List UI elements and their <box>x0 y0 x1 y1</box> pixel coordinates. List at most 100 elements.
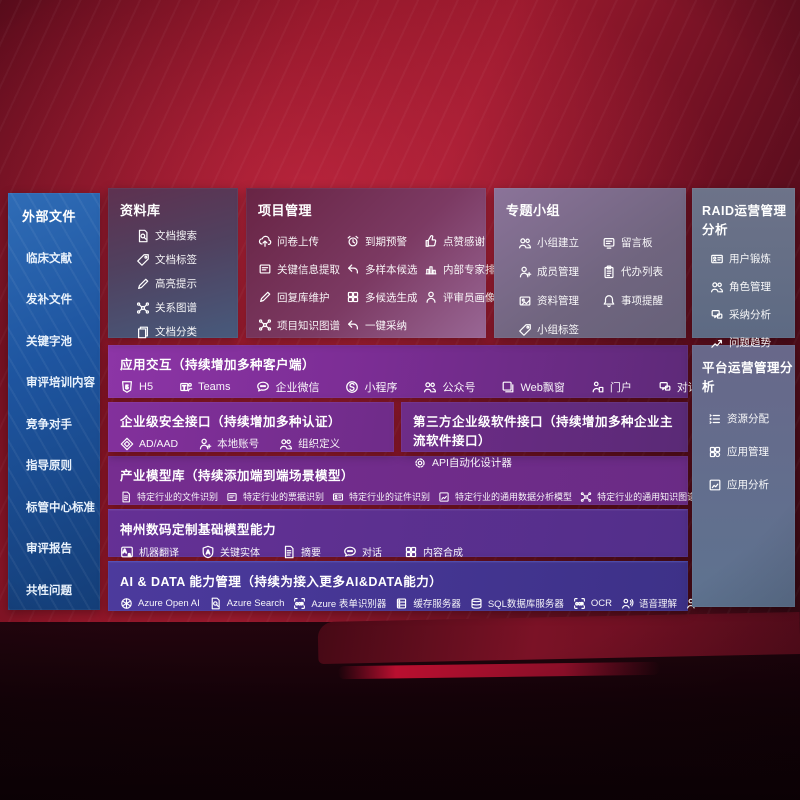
item-label: 语音理解 <box>638 599 677 610</box>
project-items: 问卷上传 到期预警 点赞感谢 关键信息提取 多样本候选 内部专家排名 回复库维护 多候选生成评… <box>258 227 506 339</box>
grid-icon <box>404 545 418 559</box>
gear-icon <box>413 456 427 470</box>
chat-dot-icon <box>256 380 270 394</box>
auth-item: AD/AAD <box>120 437 178 451</box>
chat-dot-icon <box>343 545 357 559</box>
raid-analysis-panel: RAID运营管理分析 用户锻炼 角色管理 采纳分析 问题趋势 <box>692 188 795 349</box>
library-item: 文档分类 <box>136 324 238 339</box>
item-label: 小组标签 <box>537 324 579 336</box>
raid-item: 角色管理 <box>710 279 795 294</box>
library-item: 高亮提示 <box>136 276 238 291</box>
item-label: 审评报告 <box>26 543 72 556</box>
capability-item: 摘要 <box>282 544 321 559</box>
item-label: 标管中心标准 <box>26 501 95 514</box>
model-item: 特定行业的文件识别 <box>120 490 218 503</box>
cloud-up-icon <box>258 234 272 248</box>
thirdparty-title: 第三方企业级软件接口（持续增加多种企业主流软件接口） <box>413 415 674 448</box>
item-label: 问题趋势 <box>729 337 771 349</box>
raid-items: 用户锻炼角色管理采纳分析问题趋势 <box>710 251 795 350</box>
api-item: API自动化设计器 <box>413 455 512 470</box>
item-label: 应用管理 <box>727 446 769 458</box>
item-label: 角色管理 <box>729 281 771 293</box>
model-item: 特定行业的通用数据分析模型 <box>438 490 572 503</box>
item-label: 指导原则 <box>26 460 72 473</box>
project-item: 多样本候选 <box>346 262 424 277</box>
service-item: 语音理解 <box>621 596 677 610</box>
doc-icon <box>120 491 132 503</box>
item-label: 共性问题 <box>26 584 72 597</box>
raid-item: 问题趋势 <box>710 335 795 350</box>
client-item: 企业微信 <box>256 379 319 395</box>
platform-title: 平台运营管理分析 <box>702 361 794 394</box>
client-item: H5 <box>120 380 153 394</box>
model-item: 特定行业的票据识别 <box>226 490 324 503</box>
external-file-item: 发补文件 <box>26 279 100 321</box>
item-label: 文档搜索 <box>155 230 197 242</box>
raid-item: 采纳分析 <box>710 307 795 322</box>
item-label: 文档分类 <box>155 326 197 338</box>
external-file-item: 共性问题 <box>26 569 100 611</box>
item-label: 缓存服务器 <box>413 599 461 610</box>
chat-double-icon <box>658 380 672 394</box>
service-item: SQL数据库服务器 <box>470 596 564 610</box>
tag-icon <box>136 253 150 267</box>
security-title: 企业级安全接口（持续增加多种认证） <box>120 415 342 429</box>
item-label: 门户 <box>609 382 632 394</box>
client-item: Web飘窗 <box>501 379 565 395</box>
external-files-list: 临床文献 发补文件 关键字池 审评培训内容 竞争对手 指导原则 标管中心标准 审评报告 共性问题 <box>26 237 100 611</box>
project-title: 项目管理 <box>258 203 313 218</box>
item-label: 组织定义 <box>298 438 341 450</box>
interaction-title: 应用交互（持续增加多种客户端） <box>120 358 316 372</box>
item-label: 多样本候选 <box>365 263 418 276</box>
network-icon <box>580 491 592 503</box>
thirdparty-interface-panel: 第三方企业级软件接口（持续增加多种企业主流软件接口） API自动化设计器 <box>401 402 688 469</box>
project-item: 项目知识图谱 <box>258 318 346 333</box>
ai-data-items: Azure Open AI Azure Search Azure 表单识别器 缓存服务… <box>120 596 722 610</box>
group-item: 事项提醒 <box>602 293 686 308</box>
auth-item: 组织定义 <box>279 436 340 451</box>
platform-items: 资源分配 应用管理 应用分析 <box>708 411 795 492</box>
ocr-icon <box>573 597 586 610</box>
portal-icon <box>591 380 605 394</box>
chart-box-icon <box>708 478 722 492</box>
group-item: 资料管理 <box>518 293 602 308</box>
project-item: 关键信息提取 <box>258 262 346 277</box>
people-icon <box>518 236 532 250</box>
item-label: 项目知识图谱 <box>277 319 340 332</box>
docs-icon <box>136 325 150 339</box>
list-icon <box>708 412 722 426</box>
platform-analysis-panel: 平台运营管理分析 资源分配 应用管理 应用分析 <box>692 345 795 607</box>
group-item: 代办列表 <box>602 264 686 279</box>
pen-icon <box>136 277 150 291</box>
raid-item: 用户锻炼 <box>710 251 795 266</box>
external-files-title: 外部文件 <box>22 209 77 224</box>
project-item: 到期预警 <box>346 234 424 249</box>
platform-item: 应用管理 <box>708 444 795 459</box>
item-label: 对话 <box>362 548 382 559</box>
library-title: 资料库 <box>120 203 161 218</box>
board-icon <box>602 236 616 250</box>
platform-item: 应用分析 <box>708 477 795 492</box>
item-label: 特定行业的通用数据分析模型 <box>455 492 573 502</box>
people-icon <box>710 280 724 294</box>
item-label: 特定行业的文件识别 <box>137 492 219 502</box>
client-item: 公众号 <box>423 379 475 395</box>
voice-icon <box>621 597 634 610</box>
item-label: 本地账号 <box>217 438 260 450</box>
external-file-item: 竞争对手 <box>26 403 100 445</box>
id-card-icon <box>710 252 724 266</box>
security-interface-panel: 企业级安全接口（持续增加多种认证） AD/AAD 本地账号 组织定义 <box>108 402 394 452</box>
ai-data-title: AI & DATA 能力管理（持续为接入更多AI&DATA能力） <box>120 575 443 589</box>
external-files-panel: 外部文件 临床文献 发补文件 关键字池 审评培训内容 竞争对手 指导原则 标管中心标准 审评报… <box>8 193 100 610</box>
topic-group-panel: 专题小组 小组建立 留言板 成员管理 代办列表 资料管理 事项提醒 小组标签 <box>494 188 686 338</box>
item-label: 用户锻炼 <box>729 253 771 265</box>
db-icon <box>470 597 483 610</box>
client-item: Teams <box>179 380 230 394</box>
base-models-row: 神州数码定制基础模型能力 机器翻译 关键实体 摘要 对话 内容合成 <box>108 509 688 559</box>
item-label: 摘要 <box>301 548 321 559</box>
item-label: 竞争对手 <box>26 418 72 431</box>
project-item: 一键采纳 <box>346 318 424 333</box>
capability-item: 对话 <box>343 544 382 559</box>
item-label: Azure 表单识别器 <box>311 599 387 610</box>
item-label: 代办列表 <box>621 266 663 278</box>
